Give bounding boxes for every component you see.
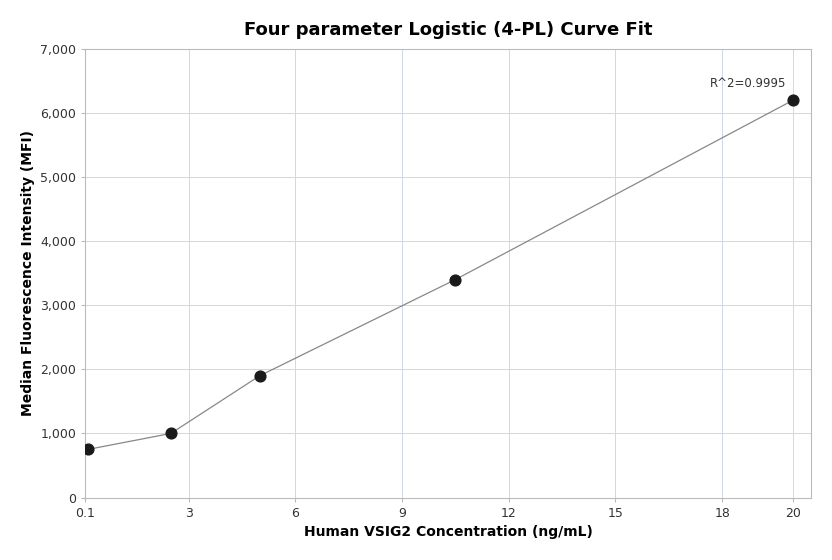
Point xyxy=(448,275,462,284)
Point xyxy=(253,371,266,380)
Point xyxy=(81,445,94,454)
Text: R^2=0.9995: R^2=0.9995 xyxy=(710,77,786,90)
X-axis label: Human VSIG2 Concentration (ng/mL): Human VSIG2 Concentration (ng/mL) xyxy=(304,525,592,539)
Title: Four parameter Logistic (4-PL) Curve Fit: Four parameter Logistic (4-PL) Curve Fit xyxy=(244,21,652,39)
Point xyxy=(787,96,800,105)
Y-axis label: Median Fluorescence Intensity (MFI): Median Fluorescence Intensity (MFI) xyxy=(21,130,35,416)
Point xyxy=(164,429,177,438)
